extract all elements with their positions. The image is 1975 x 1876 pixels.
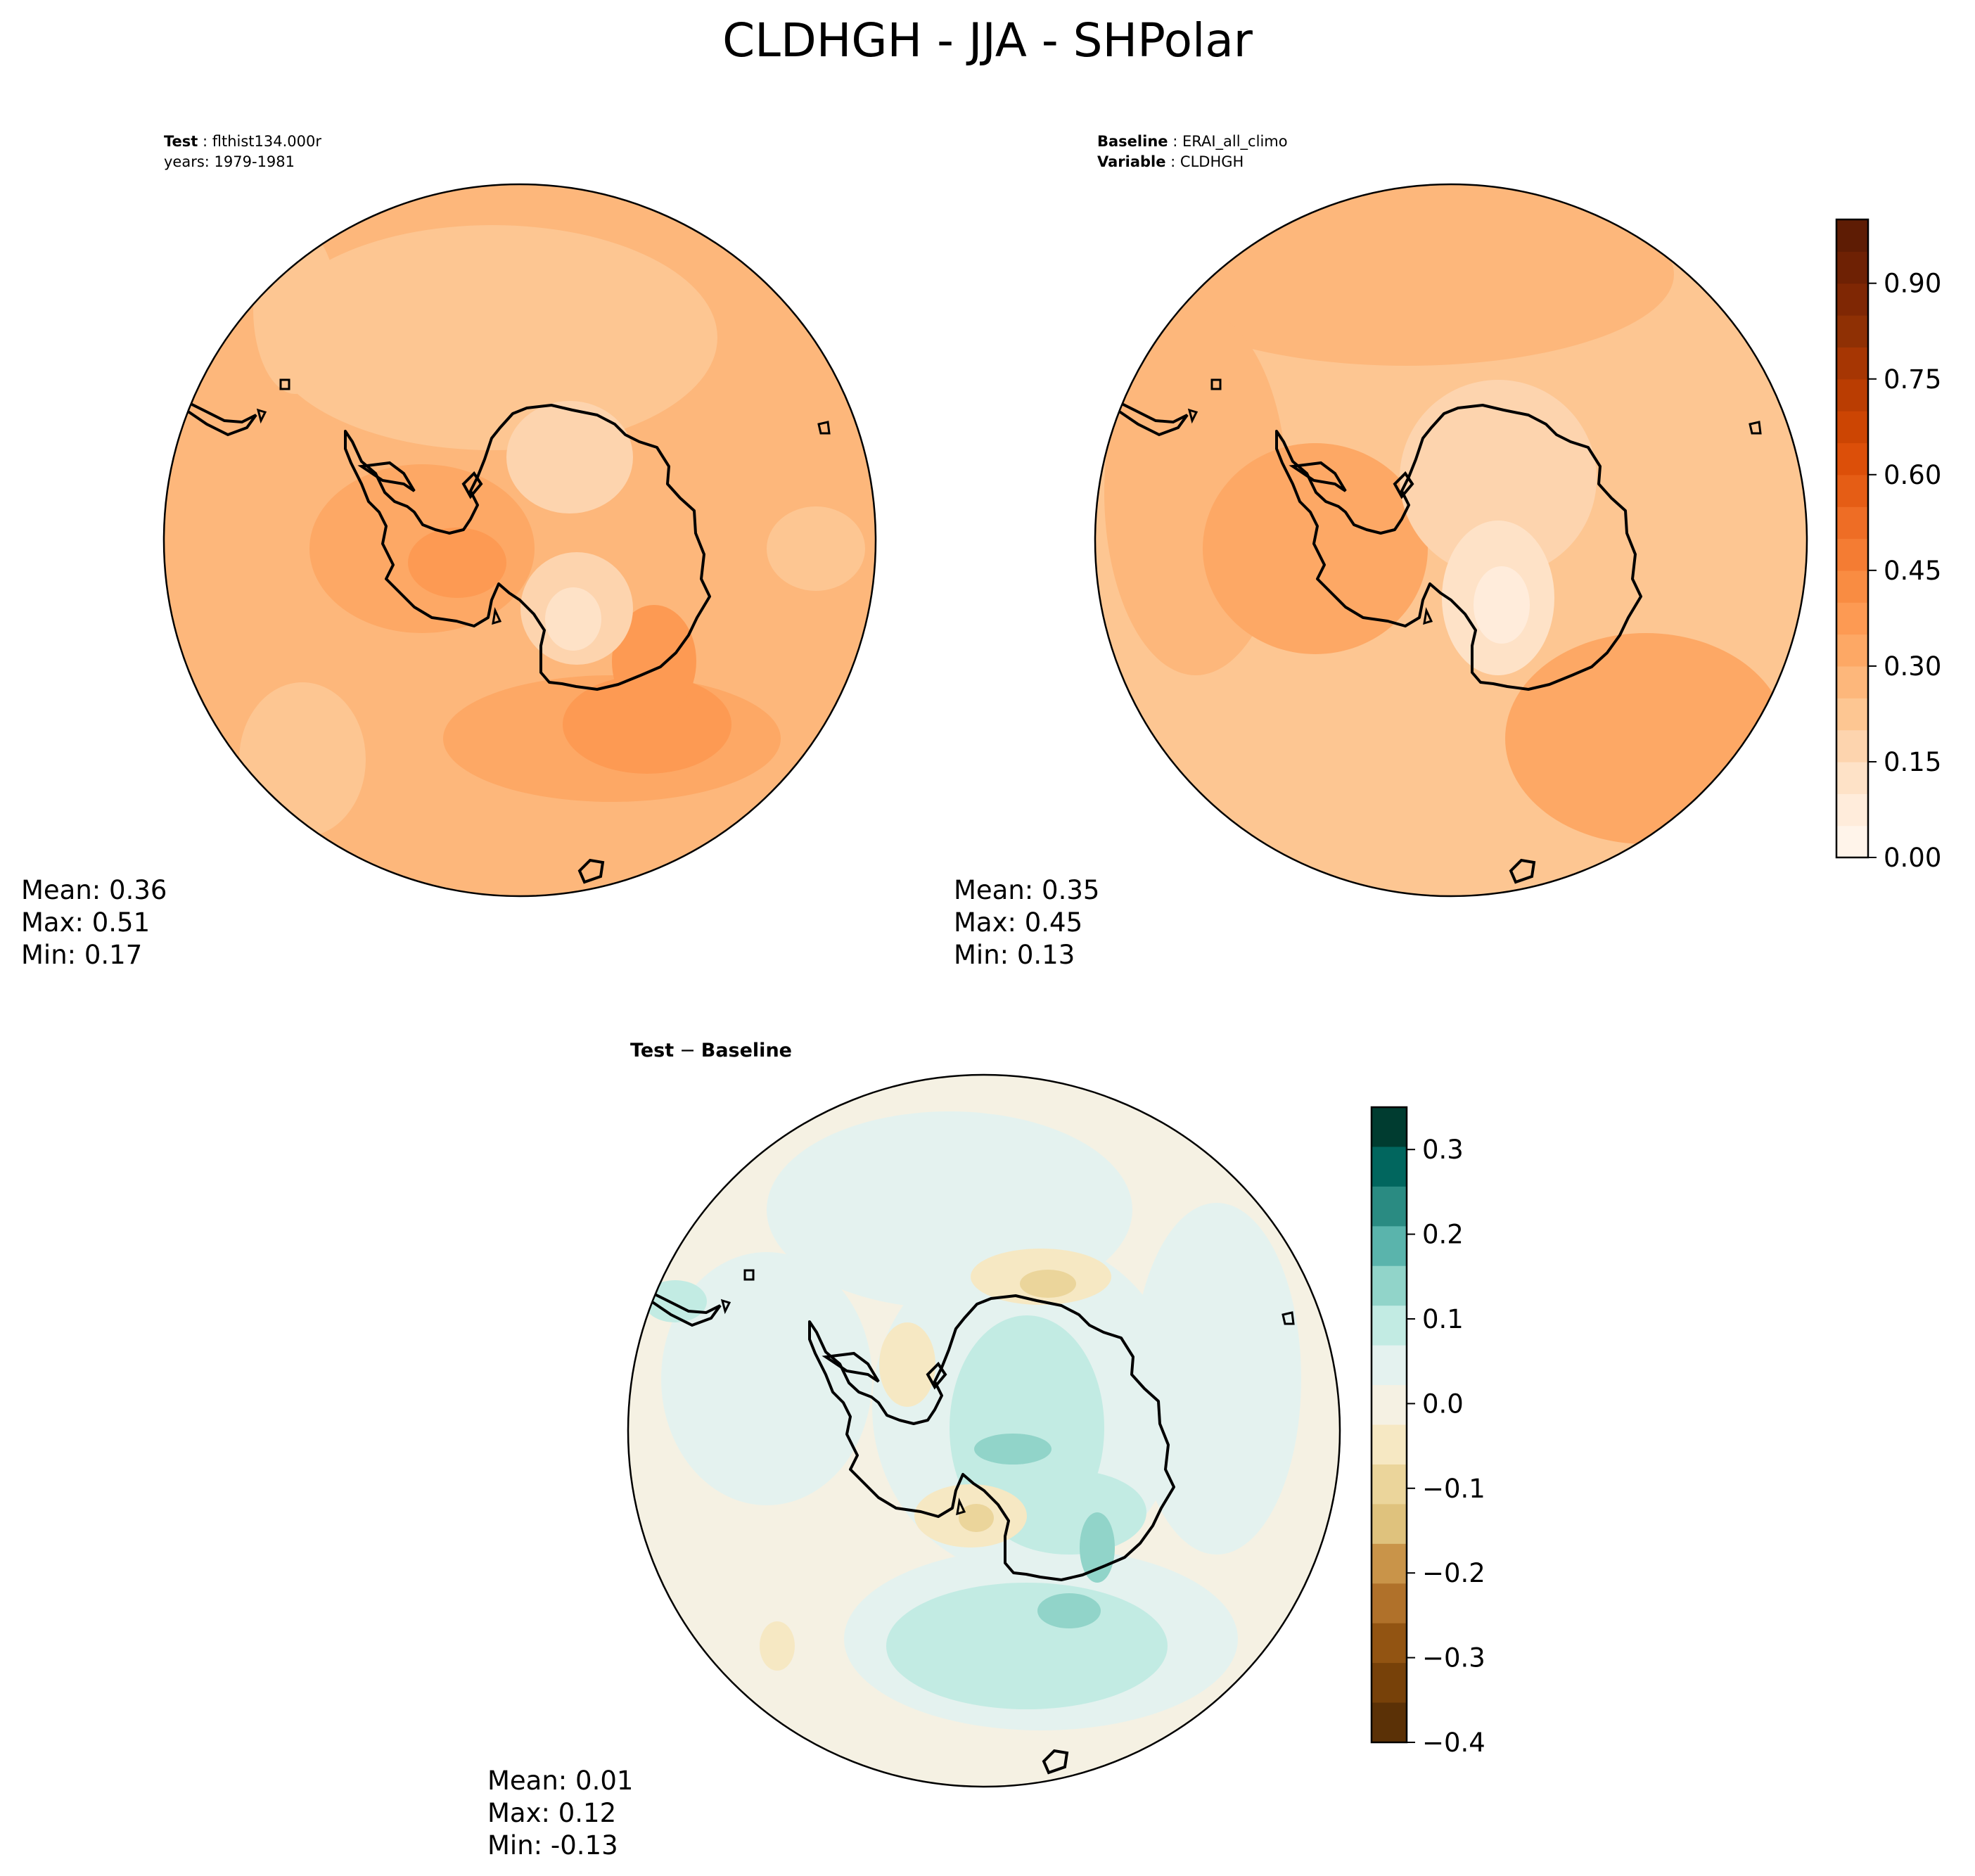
colorbar-cloud-tick-label: 0.30 (1884, 651, 1941, 682)
colorbar-diff-tick-label: −0.4 (1422, 1728, 1485, 1758)
diff-max: Max: 0.12 (487, 1798, 616, 1828)
svg-text:Variable : CLDHGH: Variable : CLDHGH (1097, 153, 1244, 170)
test-map (164, 184, 876, 896)
colorbar-cloud-band (1836, 602, 1868, 635)
colorbar-cloud-band (1836, 761, 1868, 794)
colorbar-diff-band (1372, 1623, 1407, 1664)
svg-text:Test : flthist134.000r: Test : flthist134.000r (164, 133, 321, 150)
colorbar-diff-border (1370, 1106, 1408, 1744)
colorbar-diff-tick-label: 0.2 (1422, 1220, 1464, 1250)
diff-title-right: Baseline (701, 1040, 792, 1061)
colorbar-cloud-band (1836, 506, 1868, 540)
variable-label-key: Variable (1097, 153, 1165, 170)
baseline-label-value: ERAI_all_climo (1182, 133, 1288, 151)
colorbar-diff-band (1372, 1424, 1407, 1465)
variable-label-value: CLDHGH (1180, 153, 1244, 170)
colorbar-cloud-border (1835, 218, 1869, 859)
colorbar-cloud-tick-label: 0.15 (1884, 747, 1941, 777)
colorbar-diff-band (1372, 1107, 1407, 1148)
colorbar-cloud-band (1836, 283, 1868, 316)
colorbar-diff-tick-label: −0.2 (1422, 1558, 1485, 1588)
baseline-map (1095, 184, 1807, 896)
test-map-border (162, 183, 877, 898)
colorbar-cloud-tick-label: 0.60 (1884, 460, 1941, 490)
colorbar-diff-band (1372, 1504, 1407, 1545)
colorbar-cloud-band (1836, 347, 1868, 380)
colorbar-diff-band (1372, 1385, 1407, 1426)
colorbar-diff-band (1372, 1186, 1407, 1227)
colorbar-cloud-band (1836, 219, 1868, 252)
test-min: Min: 0.17 (21, 940, 142, 970)
colorbar-diff-tick-label: 0.1 (1422, 1304, 1464, 1334)
diff-title-left: Test (630, 1040, 674, 1061)
baseline-panel: Baseline : ERAI_all_climo Variable : CLD… (954, 133, 1941, 970)
colorbar-cloud-band (1836, 442, 1868, 476)
colorbar-diff-tick-label: −0.3 (1422, 1643, 1485, 1673)
colorbar-cloud-band (1836, 251, 1868, 284)
colorbar-cloud-band (1836, 474, 1868, 507)
colorbar-cloud-band (1836, 698, 1868, 731)
test-max: Max: 0.51 (21, 907, 150, 938)
diff-mean: Mean: 0.01 (487, 1766, 633, 1796)
colorbar-diff-band (1372, 1147, 1407, 1187)
colorbar-diff-band (1372, 1663, 1407, 1704)
baseline-mean: Mean: 0.35 (954, 875, 1099, 905)
figure-title: CLDHGH - JJA - SHPolar (722, 13, 1253, 68)
colorbar-cloud-band (1836, 825, 1868, 858)
svg-text:Baseline : ERAI_all_climo: Baseline : ERAI_all_climo (1097, 133, 1288, 151)
test-label-value: flthist134.000r (212, 133, 322, 150)
colorbar-diff-band (1372, 1306, 1407, 1346)
colorbar-cloud-band (1836, 315, 1868, 347)
diff-min: Min: -0.13 (487, 1830, 618, 1861)
colorbar-diff-band (1372, 1702, 1407, 1743)
difference-panel: Test − Baseline Mean: 0.01 Max: (487, 1040, 1485, 1861)
test-mean: Mean: 0.36 (21, 875, 167, 905)
baseline-label-key: Baseline (1097, 133, 1168, 150)
colorbar-cloud-band (1836, 538, 1868, 571)
colorbar-cloud-band (1836, 570, 1868, 603)
colorbar-cloud-band (1836, 634, 1868, 667)
baseline-min: Min: 0.13 (954, 940, 1075, 970)
colorbar-difference: 0.3 0.2 0.1 0.0 −0.1 −0.2 −0.3 −0.4 (1370, 1106, 1485, 1758)
colorbar-cloud-band (1836, 378, 1868, 411)
colorbar-diff-band (1372, 1543, 1407, 1584)
colorbar-cloud-tick-label: 0.75 (1884, 364, 1941, 395)
colorbar-diff-band (1372, 1345, 1407, 1386)
test-years: years: 1979-1981 (164, 153, 295, 170)
svg-text:Test−Baseline: Test − Baseline (630, 1040, 792, 1061)
test-label-key: Test (164, 133, 198, 150)
colorbar-diff-band (1372, 1226, 1407, 1267)
colorbar-cloud-fraction: 0.00 0.15 0.30 0.45 0.60 0.75 0.90 (1835, 218, 1941, 873)
baseline-max: Max: 0.45 (954, 907, 1082, 938)
colorbar-diff-tick-label: 0.0 (1422, 1389, 1464, 1419)
colorbar-cloud-band (1836, 793, 1868, 827)
test-panel: Test : flthist134.000r years: 1979-1981 … (21, 133, 877, 970)
colorbar-cloud-tick-label: 0.00 (1884, 843, 1941, 873)
colorbar-diff-band (1372, 1265, 1407, 1306)
colorbar-diff-band (1372, 1464, 1407, 1505)
colorbar-diff-tick-label: 0.3 (1422, 1135, 1464, 1165)
colorbar-cloud-tick-label: 0.45 (1884, 556, 1941, 586)
colorbar-diff-band (1372, 1583, 1407, 1624)
diff-title-op: − (679, 1040, 696, 1061)
colorbar-diff-tick-label: −0.1 (1422, 1474, 1485, 1504)
colorbar-cloud-band (1836, 729, 1868, 762)
difference-map-border (627, 1073, 1341, 1788)
difference-map (628, 1075, 1340, 1787)
colorbar-cloud-band (1836, 411, 1868, 444)
baseline-map-border (1094, 183, 1808, 898)
colorbar-cloud-band (1836, 665, 1868, 698)
colorbar-cloud-tick-label: 0.90 (1884, 269, 1941, 299)
